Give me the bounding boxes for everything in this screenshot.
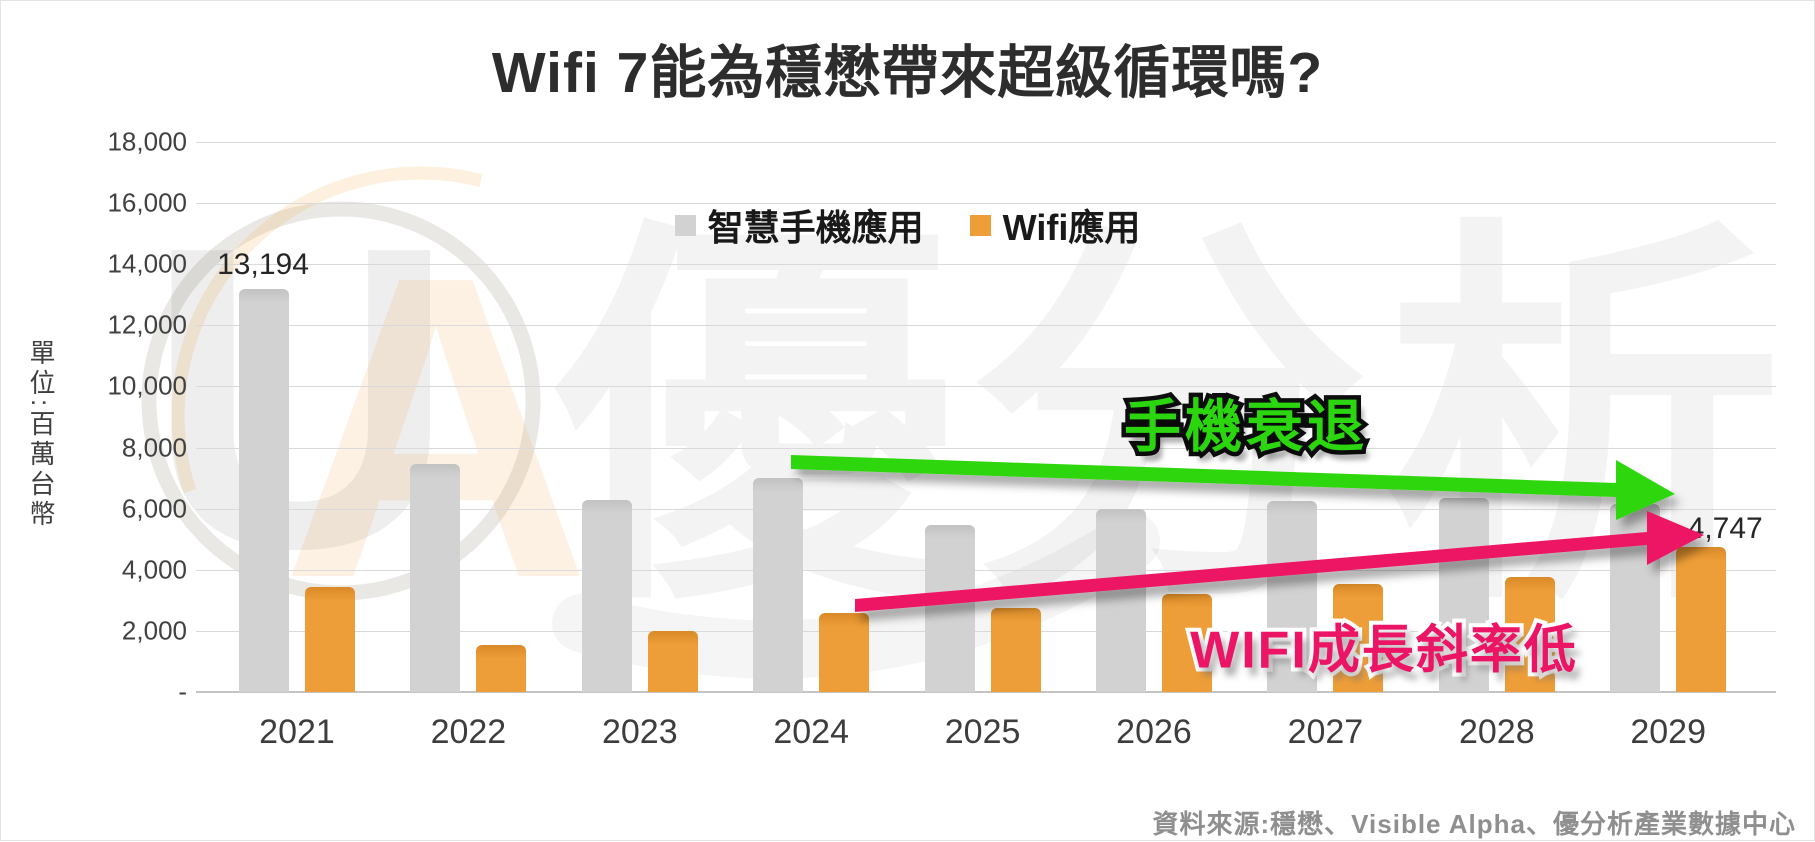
gridline: [196, 264, 1776, 266]
bar-2023-series0: [581, 500, 632, 692]
legend-swatch-gray-icon: [674, 214, 696, 236]
y-tick-label: 12,000: [107, 309, 187, 340]
legend-label-smartphone: 智慧手機應用: [707, 207, 924, 248]
x-tick-label: 2026: [1116, 713, 1192, 751]
x-tick-label: 2022: [430, 713, 507, 751]
source-note: 資料來源:穩懋、Visible Alpha、優分析產業數據中心: [1152, 809, 1796, 839]
bar-2022-series0: [410, 464, 461, 692]
y-tick-label: 18,000: [107, 126, 187, 157]
gridline: [196, 630, 1776, 632]
bar-data-label: 13,194: [217, 247, 309, 281]
bar-2025-series1: [990, 607, 1041, 692]
gridline: [196, 142, 1776, 143]
annotation-pink-text: WIFI成長斜率低: [1186, 618, 1580, 684]
page-title: Wifi 7能為穩懋帶來超級循環嗎?: [491, 41, 1324, 105]
x-tick-label: 2027: [1287, 713, 1364, 751]
bar-2024-series1: [819, 612, 870, 692]
bar-data-label: 4,747: [1687, 511, 1763, 545]
gridline: [196, 203, 1776, 205]
bar-2025-series0: [924, 525, 975, 692]
bar-2023-series1: [647, 630, 698, 692]
x-axis-baseline: [196, 691, 1776, 693]
y-tick-label: -: [178, 676, 187, 707]
x-tick-label: 2024: [773, 713, 849, 751]
x-tick-label: 2029: [1630, 713, 1706, 751]
bar-2026-series0: [1096, 508, 1146, 692]
legend-item-wifi: Wifi應用: [969, 199, 1141, 251]
x-tick-label: 2028: [1458, 713, 1535, 751]
y-tick-label: 8,000: [121, 432, 187, 463]
legend-label-wifi: Wifi應用: [1002, 207, 1141, 248]
bar-2021-series0: [239, 288, 289, 692]
y-tick-label: 2,000: [121, 615, 187, 646]
bar-2024-series0: [753, 478, 804, 692]
y-tick-label: 16,000: [107, 187, 187, 218]
bar-2029-series1: [1676, 546, 1727, 692]
chart-legend: 智慧手機應用 Wifi應用: [1, 199, 1814, 251]
bar-2021-series1: [305, 586, 355, 692]
y-tick-label: 4,000: [121, 554, 187, 585]
x-tick-label: 2025: [944, 713, 1021, 751]
legend-swatch-orange-icon: [969, 214, 991, 236]
bar-2022-series1: [476, 644, 527, 692]
y-tick-label: 14,000: [107, 248, 187, 279]
y-tick-label: 10,000: [107, 370, 187, 401]
x-tick-label: 2023: [601, 713, 678, 751]
annotation-green-text: 手機衰退: [1120, 391, 1369, 464]
legend-item-smartphone: 智慧手機應用: [674, 199, 924, 251]
y-tick-label: 6,000: [121, 493, 187, 524]
x-tick-label: 2021: [259, 713, 335, 751]
gridline: [196, 325, 1776, 327]
gridline: [196, 447, 1776, 449]
bar-2029-series0: [1610, 504, 1661, 692]
y-axis-unit-label: 單位:百萬台幣: [26, 339, 56, 531]
gridline: [196, 386, 1776, 388]
